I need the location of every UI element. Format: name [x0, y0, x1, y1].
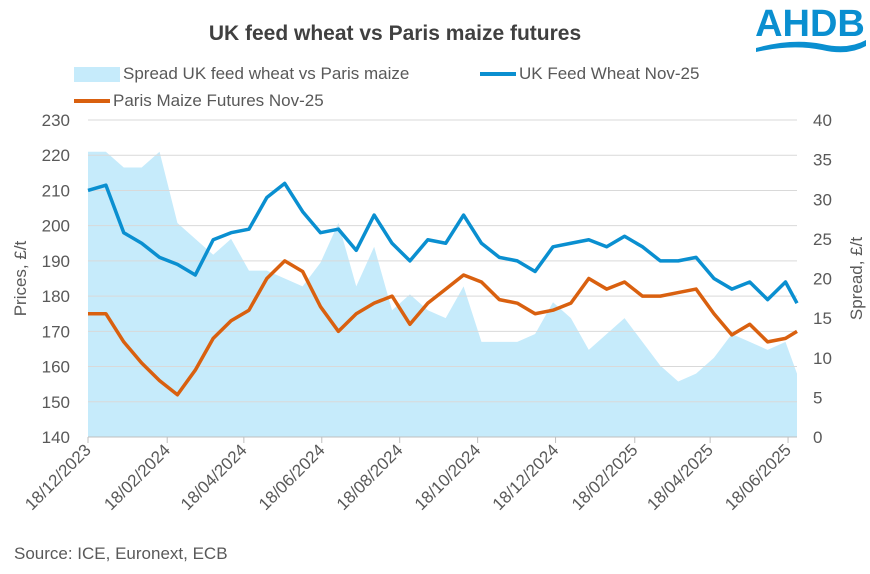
maize-line — [88, 259, 798, 397]
legend-label: Paris Maize Futures Nov-25 — [113, 91, 324, 110]
legend-swatch-line — [74, 99, 110, 103]
y-tick-label: 210 — [42, 181, 70, 200]
y-tick-label: 230 — [42, 111, 70, 130]
legend-swatch-area — [74, 66, 120, 82]
x-tick-label: 18/04/2024 — [177, 440, 251, 514]
legend-item-spread: Spread UK feed wheat vs Paris maize — [74, 64, 409, 84]
x-tick-label: 18/12/2024 — [489, 440, 563, 514]
legend-label: Spread UK feed wheat vs Paris maize — [123, 64, 410, 83]
x-tick-label: 18/08/2024 — [333, 440, 407, 514]
x-tick-label: 18/12/2023 — [21, 440, 95, 514]
y2-tick-label: 40 — [813, 111, 832, 130]
y-tick-label: 180 — [42, 287, 70, 306]
chart-title: UK feed wheat vs Paris maize futures — [208, 22, 582, 45]
wheat-line — [87, 181, 799, 304]
y2-tick-label: 10 — [813, 349, 832, 368]
x-tick-label: 18/04/2025 — [643, 440, 717, 514]
legend-swatch-line — [480, 72, 516, 76]
x-tick-label: 18/06/2024 — [255, 440, 329, 514]
y2-tick-label: 0 — [813, 428, 822, 447]
y-tick-label: 140 — [42, 428, 70, 447]
y-tick-label: 170 — [42, 322, 70, 341]
x-tick-label: 18/10/2024 — [411, 440, 485, 514]
y-tick-label: 190 — [42, 252, 70, 271]
y2-tick-label: 25 — [813, 230, 832, 249]
y2-axis-title: Spread, £/t — [847, 237, 866, 320]
y-tick-label: 220 — [42, 146, 70, 165]
legend-item-wheat: UK Feed Wheat Nov-25 — [480, 64, 699, 84]
y2-tick-label: 5 — [813, 388, 822, 407]
x-tick-label: 18/06/2025 — [721, 440, 795, 514]
spread-area — [88, 151, 797, 437]
legend-item-maize: Paris Maize Futures Nov-25 — [74, 91, 324, 111]
y-tick-label: 150 — [42, 393, 70, 412]
legend-label: UK Feed Wheat Nov-25 — [519, 64, 700, 83]
y-axis-title: Prices, £/t — [11, 240, 30, 316]
y-tick-label: 160 — [42, 358, 70, 377]
source-note: Source: ICE, Euronext, ECB — [14, 544, 228, 563]
svg-text:AHDB: AHDB — [755, 3, 865, 45]
x-tick-label: 18/02/2025 — [568, 440, 642, 514]
y2-tick-label: 35 — [813, 151, 832, 170]
y-tick-label: 200 — [42, 217, 70, 236]
y2-tick-label: 20 — [813, 270, 832, 289]
x-tick-label: 18/02/2024 — [100, 440, 174, 514]
ahdb-logo: AHDB — [752, 2, 868, 54]
y2-tick-label: 15 — [813, 309, 832, 328]
y2-tick-label: 30 — [813, 190, 832, 209]
